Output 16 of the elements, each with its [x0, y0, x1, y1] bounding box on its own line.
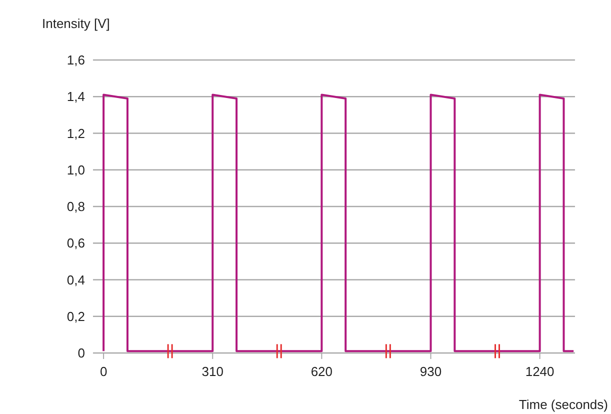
y-tick-label: 1,0 [66, 162, 85, 178]
x-tick-label: 0 [100, 364, 108, 379]
x-tick-label: 930 [420, 364, 442, 379]
y-tick-label: 1,6 [66, 52, 85, 68]
y-tick-label: 1,2 [66, 126, 85, 141]
y-tick-label: 1,4 [66, 89, 85, 104]
x-axis-title: Time (seconds) [518, 397, 608, 412]
y-axis-title: Intensity [V] [42, 16, 110, 31]
y-tick-label: 0,2 [66, 308, 85, 324]
x-tick-label: 310 [202, 364, 224, 379]
x-tick-label: 620 [310, 364, 333, 379]
y-tick-label: 0 [78, 346, 85, 361]
y-tick-label: 0,4 [66, 272, 85, 288]
y-tick-label: 0,8 [66, 199, 85, 214]
y-tick-label: 0,6 [66, 236, 85, 251]
x-tick-label: 1240 [525, 364, 554, 379]
